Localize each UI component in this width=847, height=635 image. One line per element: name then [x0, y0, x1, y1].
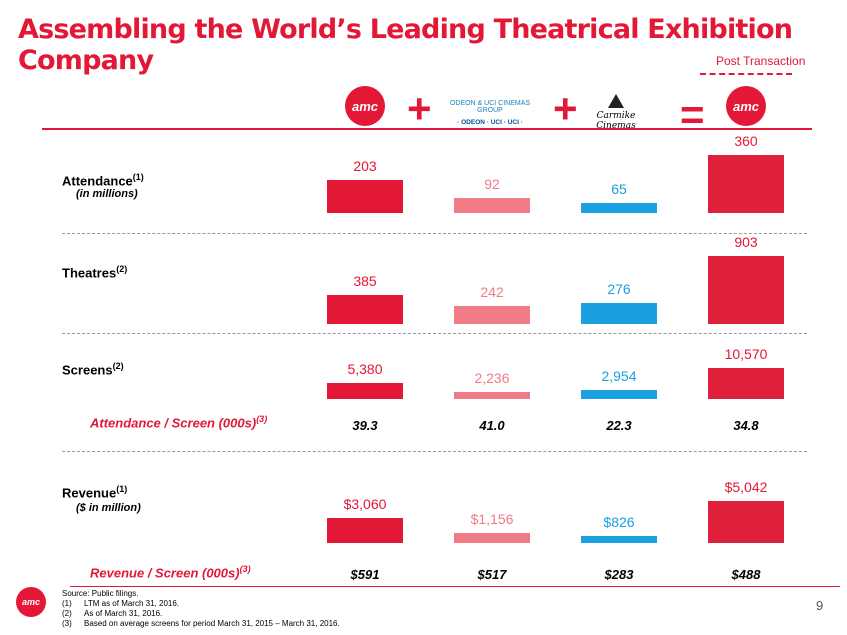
- amc-combined-logo: amc: [726, 86, 766, 126]
- footer-divider: [70, 586, 840, 587]
- theatres-value-amc: 385: [353, 273, 377, 289]
- revenue-value-amc: $3,060: [343, 495, 387, 512]
- screens-bar-odeon: [454, 392, 530, 399]
- plus-sign: +: [553, 85, 578, 132]
- attendance-per-screen-label: Attendance / Screen (000s)(3): [90, 414, 268, 431]
- odeon-group-text: ODEON & UCI CINEMAS GROUP: [449, 100, 531, 114]
- footnote: (3) Based on average screens for period M…: [62, 619, 340, 628]
- screens-label: Screens(2): [62, 361, 124, 378]
- carmike-text: Carmike Cinemas: [596, 111, 636, 131]
- revenue-per-screen-label: Revenue / Screen (000s)(3): [90, 564, 251, 581]
- screens-bar-combined: [708, 368, 784, 399]
- revenue-value-combined: $5,042: [724, 479, 768, 495]
- source-note: Source: Public filings.: [62, 589, 139, 598]
- post-transaction-label: Post Transaction: [716, 54, 806, 68]
- theatres-value-odeon: 242: [480, 283, 504, 300]
- rev-per-screen-odeon: $517: [477, 567, 507, 582]
- rev-per-screen-carmike: $283: [604, 567, 634, 582]
- attendance-bar-odeon: [454, 198, 530, 213]
- plus-sign: +: [407, 85, 432, 132]
- revenue-unit: ($ in million): [76, 502, 141, 514]
- theatres-bar-amc: [327, 295, 403, 324]
- rev-per-screen-combined: $488: [731, 567, 761, 582]
- attendance-value-amc: 203: [353, 158, 377, 175]
- screens-bar-amc: [327, 383, 403, 399]
- theatres-bar-odeon: [454, 305, 530, 324]
- attendance-value-odeon: 92: [484, 176, 500, 193]
- footnotes: Source: Public filings. (1) LTM as of Mar…: [62, 589, 340, 629]
- post-transaction-underline: [700, 73, 792, 75]
- att-per-screen-odeon: 41.0: [479, 418, 505, 433]
- revenue-bar-amc: [327, 517, 403, 543]
- att-per-screen-amc: 39.3: [352, 418, 378, 433]
- carmike-triangle-icon: [608, 94, 624, 108]
- attendance-label: Attendance(1): [62, 172, 144, 189]
- amc-logo: amc: [345, 86, 385, 126]
- screens-value-odeon: 2,236: [474, 370, 510, 387]
- rev-per-screen-amc: $591: [350, 567, 380, 582]
- theatres-label: Theatres(2): [62, 264, 128, 281]
- attendance-bar-combined: [708, 155, 784, 213]
- screens-value-combined: 10,570: [724, 346, 768, 362]
- screens-value-carmike: 2,954: [601, 368, 637, 385]
- footnote: (2) As of March 31, 2016.: [62, 609, 163, 618]
- slide-title: Assembling the World’s Leading Theatrica…: [18, 14, 793, 76]
- divider: [62, 333, 807, 334]
- page-number: 9: [816, 598, 824, 613]
- revenue-value-carmike: $826: [603, 514, 635, 531]
- carmike-logo: Carmike Cinemas: [584, 94, 648, 131]
- theatres-value-combined: 903: [734, 234, 758, 250]
- revenue-bar-carmike: [581, 536, 657, 543]
- footnote: (1) LTM as of March 31, 2016.: [62, 599, 180, 608]
- divider: [62, 233, 807, 234]
- attendance-value-carmike: 65: [611, 180, 627, 197]
- theatres-bar-carmike: [581, 303, 657, 324]
- revenue-value-odeon: $1,156: [470, 511, 514, 528]
- screens-value-amc: 5,380: [347, 361, 383, 378]
- att-per-screen-combined: 34.8: [733, 418, 759, 433]
- screens-bar-carmike: [581, 390, 657, 399]
- revenue-label: Revenue(1): [62, 484, 128, 501]
- footer-amc-logo: amc: [16, 587, 46, 617]
- revenue-bar-combined: [708, 501, 784, 543]
- divider: [62, 451, 807, 452]
- theatres-bar-combined: [708, 256, 784, 324]
- theatres-value-carmike: 276: [607, 281, 631, 298]
- header-divider: [42, 128, 812, 130]
- odeon-sub-text: · ODEON · UCI · UCI ·: [457, 119, 523, 126]
- attendance-bar-carmike: [581, 202, 657, 213]
- attendance-unit: (in millions): [76, 188, 138, 200]
- att-per-screen-carmike: 22.3: [606, 418, 632, 433]
- attendance-value-combined: 360: [734, 133, 758, 149]
- revenue-bar-odeon: [454, 533, 530, 543]
- attendance-bar-amc: [327, 180, 403, 213]
- odeon-uci-logo: ODEON & UCI CINEMAS GROUP · ODEON · UCI ·…: [440, 100, 540, 126]
